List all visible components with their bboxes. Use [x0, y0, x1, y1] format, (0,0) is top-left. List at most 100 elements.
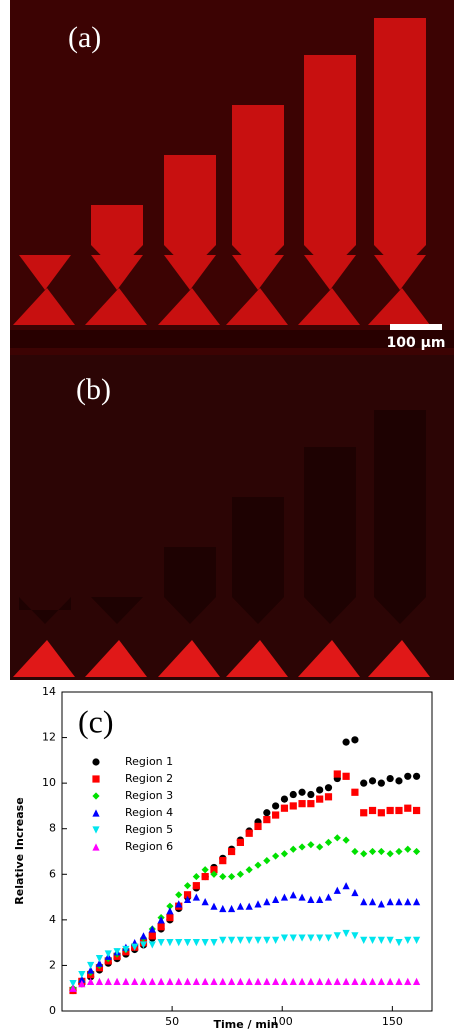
y-tick-label: 12 — [42, 731, 56, 744]
marker — [404, 937, 411, 944]
y-tick-label: 14 — [42, 685, 56, 698]
marker — [413, 773, 420, 780]
legend-marker — [92, 758, 99, 765]
marker — [254, 937, 261, 944]
marker — [290, 934, 297, 941]
marker — [166, 907, 173, 914]
marker — [369, 937, 376, 944]
marker — [131, 978, 138, 985]
marker — [193, 978, 200, 985]
pattern-body — [232, 105, 284, 272]
marker — [369, 848, 376, 855]
marker — [113, 978, 120, 985]
marker — [334, 887, 341, 894]
marker — [290, 802, 297, 809]
marker — [360, 780, 367, 787]
marker — [254, 862, 261, 869]
marker — [334, 978, 341, 985]
marker — [316, 843, 323, 850]
marker — [254, 900, 261, 907]
marker — [149, 932, 156, 939]
marker — [325, 978, 332, 985]
marker — [378, 900, 385, 907]
marker — [272, 896, 279, 903]
marker — [351, 932, 358, 939]
scale-bar — [390, 324, 442, 330]
marker — [263, 809, 270, 816]
marker — [96, 955, 103, 962]
marker — [395, 939, 402, 946]
marker — [343, 882, 350, 889]
chart-annotation: (c) — [78, 703, 114, 739]
marker — [263, 816, 270, 823]
marker — [175, 891, 182, 898]
legend-label: Region 5 — [125, 823, 173, 836]
marker — [166, 939, 173, 946]
legend-marker — [92, 792, 99, 799]
marker — [246, 903, 253, 910]
marker — [122, 978, 129, 985]
marker — [237, 978, 244, 985]
pattern-body — [304, 55, 356, 272]
marker — [360, 809, 367, 816]
figure: 100 µm (a) (b) (c) Time / min Relative I… — [0, 0, 454, 1032]
marker — [246, 830, 253, 837]
marker — [298, 789, 305, 796]
marker — [395, 978, 402, 985]
marker — [307, 791, 314, 798]
pattern-body — [304, 447, 356, 624]
panel-label: (a) — [68, 21, 101, 54]
pattern-body — [374, 410, 426, 624]
x-tick-label: 50 — [165, 1015, 179, 1028]
marker — [281, 934, 288, 941]
marker — [316, 896, 323, 903]
marker — [105, 978, 112, 985]
y-tick-label: 2 — [49, 958, 56, 971]
marker — [387, 850, 394, 857]
marker — [307, 841, 314, 848]
marker — [193, 873, 200, 880]
marker — [78, 971, 85, 978]
marker — [395, 777, 402, 784]
marker — [413, 937, 420, 944]
legend-label: Region 2 — [125, 772, 173, 785]
pattern-body — [232, 497, 284, 624]
marker — [378, 809, 385, 816]
marker — [325, 839, 332, 846]
marker — [202, 939, 209, 946]
marker — [334, 834, 341, 841]
marker — [263, 857, 270, 864]
marker — [298, 893, 305, 900]
marker — [246, 978, 253, 985]
marker — [316, 786, 323, 793]
marker — [263, 978, 270, 985]
marker — [219, 857, 226, 864]
marker — [298, 978, 305, 985]
marker — [237, 871, 244, 878]
x-tick-label: 150 — [382, 1015, 403, 1028]
y-tick-label: 0 — [49, 1004, 56, 1017]
marker — [210, 903, 217, 910]
y-tick-label: 6 — [49, 867, 56, 880]
legend-marker — [92, 775, 99, 782]
legend-label: Region 3 — [125, 789, 173, 802]
marker — [404, 773, 411, 780]
marker — [360, 937, 367, 944]
marker — [404, 978, 411, 985]
marker — [307, 896, 314, 903]
marker — [325, 793, 332, 800]
marker — [395, 848, 402, 855]
marker — [343, 930, 350, 937]
marker — [175, 939, 182, 946]
marker — [343, 773, 350, 780]
marker — [228, 978, 235, 985]
y-tick-label: 8 — [49, 822, 56, 835]
marker — [210, 978, 217, 985]
marker — [325, 893, 332, 900]
marker — [263, 898, 270, 905]
marker — [387, 775, 394, 782]
legend-label: Region 6 — [125, 840, 173, 853]
marker — [228, 937, 235, 944]
marker — [290, 846, 297, 853]
marker — [202, 898, 209, 905]
